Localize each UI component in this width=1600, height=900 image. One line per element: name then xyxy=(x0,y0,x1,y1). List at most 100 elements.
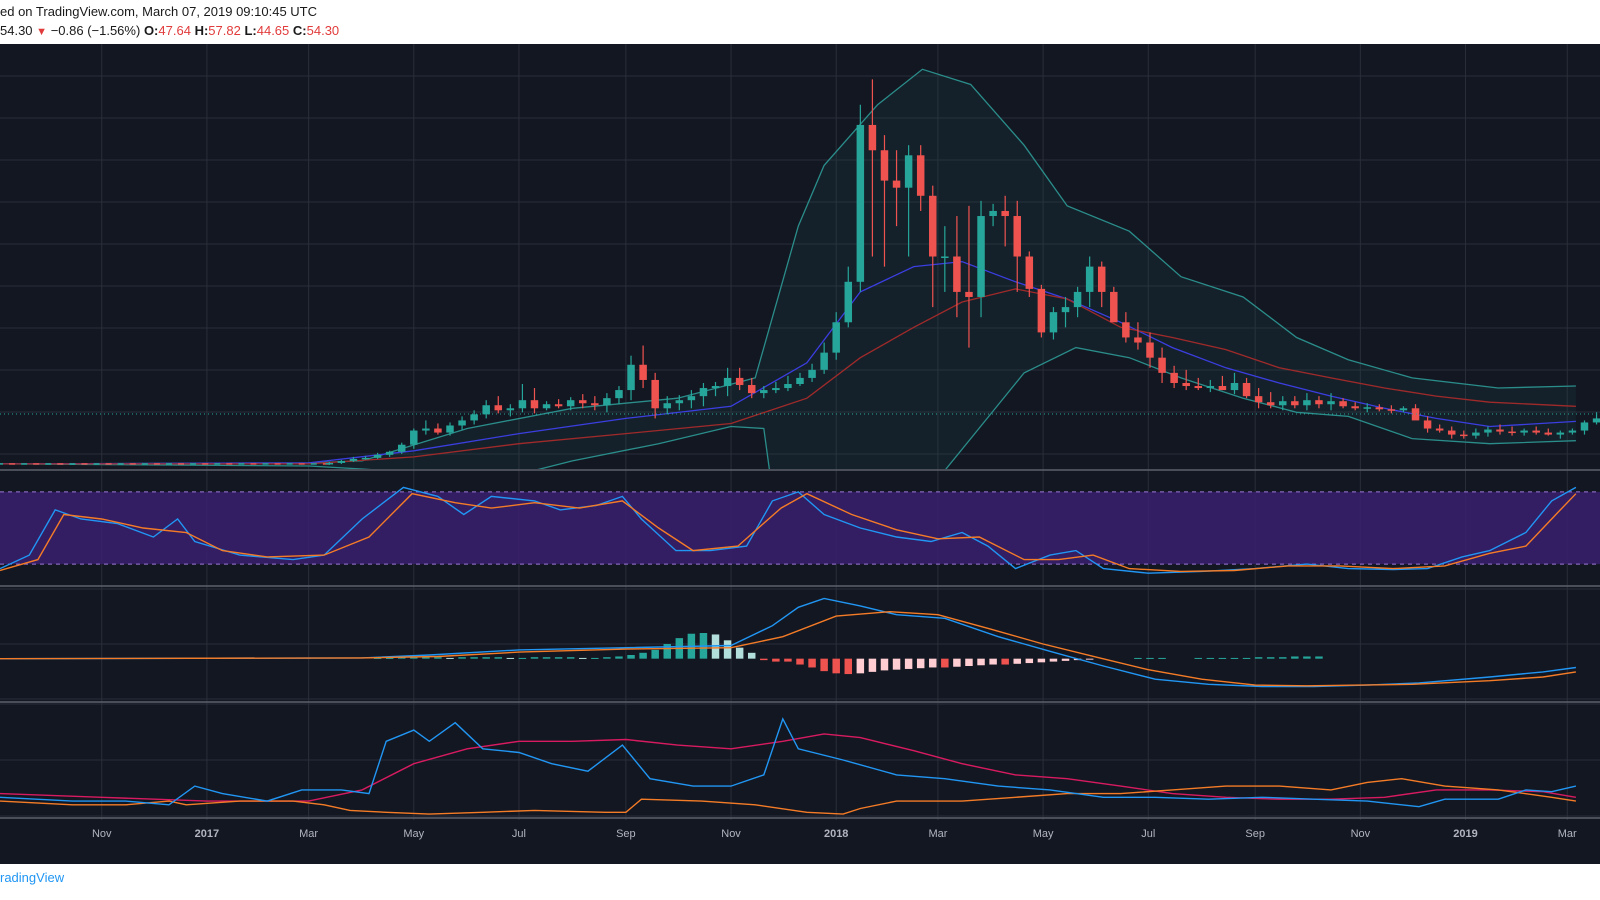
candle xyxy=(615,386,623,405)
time-axis[interactable]: Nov 2017 Mar May Jul Sep Nov 2018 Mar May Jul Sep No… xyxy=(0,820,1600,864)
candle xyxy=(506,404,515,417)
publish-info: ed on TradingView.com, March 07, 2019 09… xyxy=(0,4,318,19)
candle xyxy=(1508,426,1516,436)
low-value: 44.65 xyxy=(256,23,290,38)
candle-body xyxy=(410,430,418,445)
candle-body xyxy=(687,396,696,401)
candle xyxy=(868,79,877,257)
candle xyxy=(760,386,768,399)
candle xyxy=(1279,396,1287,411)
macd-histogram-bar xyxy=(1279,657,1287,659)
candle-body xyxy=(1411,408,1420,421)
candle xyxy=(929,185,937,308)
candle xyxy=(989,203,997,227)
macd-histogram-bar xyxy=(1025,658,1034,664)
candle-body xyxy=(1134,337,1142,343)
macd-histogram-bar xyxy=(1134,657,1142,659)
candle xyxy=(953,216,961,318)
candle-body xyxy=(832,322,840,353)
candle-body xyxy=(373,454,382,458)
macd-histogram-bar xyxy=(1061,658,1070,661)
close-label: C: xyxy=(292,23,307,38)
macd-histogram-bar xyxy=(892,658,901,670)
candle xyxy=(844,266,853,328)
candle xyxy=(1194,377,1203,391)
macd-histogram-bar xyxy=(566,657,575,659)
candle-body xyxy=(1279,401,1287,406)
macd-histogram-bar xyxy=(1146,657,1154,659)
last-price: 54.30 xyxy=(0,23,33,38)
candle-body xyxy=(1315,400,1323,405)
macd-histogram-bar xyxy=(627,655,635,659)
x-tick-label: May xyxy=(1033,828,1054,840)
candle-body xyxy=(566,400,575,407)
x-tick-label: Sep xyxy=(1245,828,1265,840)
candle-body xyxy=(977,216,985,297)
candle xyxy=(1230,372,1239,395)
macd-histogram-bar xyxy=(856,658,865,674)
candle xyxy=(361,455,370,460)
candle xyxy=(1375,404,1384,412)
time-axis-background xyxy=(0,820,1600,864)
candle-body xyxy=(494,405,503,411)
candle xyxy=(892,150,901,227)
macd-histogram-bar xyxy=(1001,658,1009,665)
open-label: O: xyxy=(143,23,159,38)
candle xyxy=(458,416,466,430)
macd-histogram-bar xyxy=(1291,656,1299,659)
candle-body xyxy=(868,124,877,151)
x-tick-label: Mar xyxy=(1558,828,1577,840)
macd-histogram-bar xyxy=(1230,657,1239,659)
candle-body xyxy=(1013,216,1021,257)
candle-body xyxy=(1146,342,1154,358)
candle-body xyxy=(711,386,720,389)
candle xyxy=(1411,404,1420,421)
candle-body xyxy=(747,385,756,394)
plus-di-line xyxy=(0,717,1577,808)
candle-body xyxy=(1291,401,1299,406)
candle-body xyxy=(1266,402,1275,406)
candle-body xyxy=(1532,430,1540,433)
candle xyxy=(1218,375,1227,391)
candle-body xyxy=(1351,406,1359,409)
macd-histogram-bar xyxy=(470,657,478,659)
candle xyxy=(1520,428,1528,436)
macd-pane[interactable] xyxy=(0,597,1577,688)
candle xyxy=(470,410,478,425)
candle xyxy=(1472,428,1480,439)
candle xyxy=(639,345,647,389)
candle-body xyxy=(1399,408,1408,411)
macd-histogram-bar xyxy=(1266,657,1275,659)
macd-histogram-bar xyxy=(446,657,454,659)
macd-histogram-bar xyxy=(651,649,659,659)
macd-histogram-bar xyxy=(784,658,792,662)
candle-body xyxy=(735,377,744,386)
tradingview-logo-text[interactable]: radingView xyxy=(0,870,65,885)
stoch-band-fill xyxy=(0,491,1600,565)
candle-body xyxy=(615,390,623,399)
candle-body xyxy=(1447,430,1456,435)
chart-canvas[interactable]: Nov 2017 Mar May Jul Sep Nov 2018 Mar May Jul Sep No… xyxy=(0,44,1600,864)
brand-footer[interactable]: radingView xyxy=(0,870,64,885)
macd-histogram-bar xyxy=(422,657,430,659)
price-pane[interactable] xyxy=(0,68,1600,590)
candle-body xyxy=(385,451,394,455)
x-tick-label: Mar xyxy=(928,828,947,840)
candle-body xyxy=(1073,291,1082,308)
candle xyxy=(434,423,442,435)
candle-body xyxy=(1592,418,1600,423)
macd-histogram-bar xyxy=(518,657,527,659)
macd-histogram-bar xyxy=(1085,658,1094,660)
candle-body xyxy=(796,377,804,384)
macd-histogram-bar xyxy=(735,647,744,659)
candle xyxy=(1460,430,1468,439)
pane-separators xyxy=(0,469,1600,819)
dmi-pane[interactable] xyxy=(0,717,1577,815)
macd-histogram-bar xyxy=(760,658,768,661)
candle-body xyxy=(929,195,937,257)
candle xyxy=(1399,406,1408,413)
stoch-rsi-pane[interactable] xyxy=(0,486,1600,574)
candle xyxy=(1158,347,1166,383)
candle xyxy=(1134,322,1142,350)
candle-body xyxy=(784,384,792,389)
